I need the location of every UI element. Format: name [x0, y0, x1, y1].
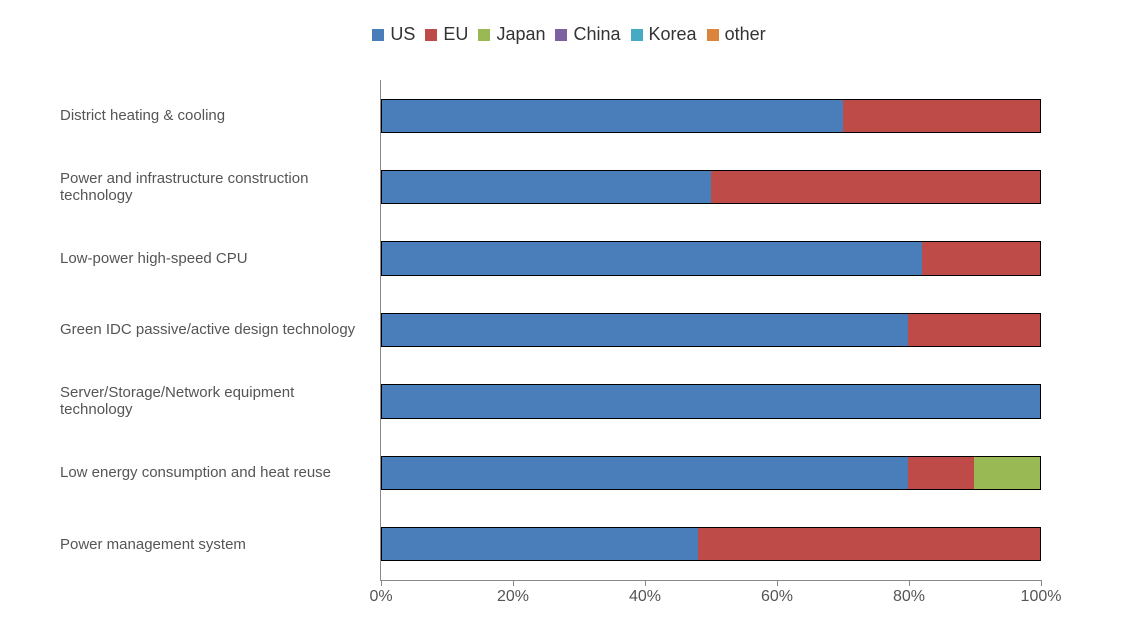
bar-segment-japan [974, 457, 1040, 489]
category-label: Power management system [60, 527, 360, 561]
bar-segment-eu [922, 242, 1040, 274]
bar-row [381, 456, 1041, 490]
bar-segment-us [382, 457, 908, 489]
bar-segment-us [382, 528, 698, 560]
bar-row [381, 241, 1041, 275]
legend-swatch [631, 29, 643, 41]
bar-row [381, 170, 1041, 204]
bar-segment-eu [711, 171, 1040, 203]
category-label: Low-power high-speed CPU [60, 241, 360, 275]
bar-row [381, 527, 1041, 561]
bar-segment-us [382, 242, 922, 274]
legend-swatch [478, 29, 490, 41]
axis-tick-label: 40% [629, 580, 661, 606]
plot-area: 0%20%40%60%80%100% [380, 80, 1041, 581]
bar-row [381, 384, 1041, 418]
legend-swatch [425, 29, 437, 41]
legend-swatch [372, 29, 384, 41]
category-labels: District heating & cooling Power and infr… [0, 80, 360, 580]
bar-segment-us [382, 171, 711, 203]
category-label: Power and infrastructure construction te… [60, 170, 360, 204]
legend-swatch [555, 29, 567, 41]
bar-segment-eu [843, 100, 1040, 132]
bar-row [381, 99, 1041, 133]
bar-segment-us [382, 314, 908, 346]
legend-item-china: China [555, 24, 620, 45]
bar-row [381, 313, 1041, 347]
axis-tick-label: 100% [1021, 580, 1062, 606]
category-label: Low energy consumption and heat reuse [60, 456, 360, 490]
legend-item-other: other [707, 24, 766, 45]
legend-label: Korea [649, 24, 697, 45]
chart-container: US EU Japan China Korea other District heatin… [0, 0, 1138, 638]
legend-label: US [390, 24, 415, 45]
legend-label: Japan [496, 24, 545, 45]
category-label: District heating & cooling [60, 99, 360, 133]
legend-item-korea: Korea [631, 24, 697, 45]
legend-item-eu: EU [425, 24, 468, 45]
bar-segment-eu [908, 314, 1040, 346]
legend-label: EU [443, 24, 468, 45]
axis-tick-label: 0% [369, 580, 392, 606]
category-label: Green IDC passive/active design technolo… [60, 313, 360, 347]
bar-segment-eu [698, 528, 1040, 560]
axis-tick-label: 20% [497, 580, 529, 606]
legend-item-japan: Japan [478, 24, 545, 45]
legend-item-us: US [372, 24, 415, 45]
legend-label: China [573, 24, 620, 45]
bar-segment-eu [908, 457, 974, 489]
axis-tick-label: 60% [761, 580, 793, 606]
chart-legend: US EU Japan China Korea other [0, 24, 1138, 45]
bar-segment-us [382, 100, 843, 132]
axis-tick-label: 80% [893, 580, 925, 606]
legend-swatch [707, 29, 719, 41]
bar-segment-us [382, 385, 1040, 417]
legend-label: other [725, 24, 766, 45]
category-label: Server/Storage/Network equipment technol… [60, 384, 360, 418]
